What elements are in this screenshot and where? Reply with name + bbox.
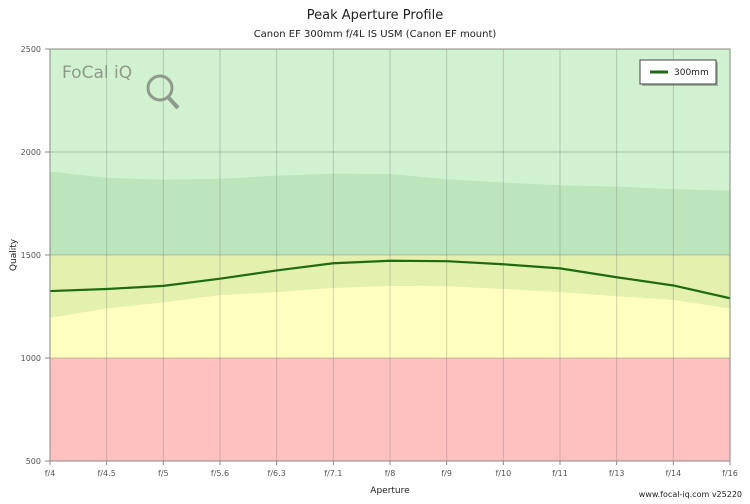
x-tick-label: f/8 [385, 469, 396, 478]
x-tick-label: f/4.5 [98, 469, 116, 478]
focal-logo-text: FoCal iQ [62, 63, 132, 83]
plot-background [50, 49, 730, 461]
focal-iq-logo: FoCal iQ [62, 63, 180, 110]
footer-credit: www.focal-iq.com v25220 [639, 490, 742, 499]
quality-zone-0 [50, 358, 730, 461]
y-tick-label: 2000 [21, 148, 41, 157]
x-tick-label: f/10 [495, 469, 511, 478]
quality-range-band [50, 171, 730, 318]
chart-subtitle: Canon EF 300mm f/4L IS USM (Canon EF mou… [254, 29, 497, 40]
chart-title: Peak Aperture Profile [307, 8, 443, 23]
x-tick-label: f/11 [552, 469, 568, 478]
x-tick-labels: f/4 f/4.5 f/5 f/5.6 f/6.3 f/7.1 f/8 f/9 f/10 f/11… [45, 461, 738, 478]
x-axis-label: Aperture [370, 486, 410, 496]
x-tick-label: f/13 [609, 469, 625, 478]
legend-series-label: 300mm [674, 68, 709, 78]
y-tick-label: 2500 [21, 45, 41, 54]
x-tick-label: f/16 [722, 469, 738, 478]
legend: 300mm [639, 59, 718, 86]
x-tick-label: f/14 [665, 469, 681, 478]
x-tick-label: f/5 [158, 469, 169, 478]
y-tick-labels: 500 1000 1500 2000 2500 [21, 45, 50, 466]
x-tick-label: f/4 [45, 469, 56, 478]
x-tick-label: f/5.6 [211, 469, 229, 478]
x-tick-label: f/9 [441, 469, 452, 478]
y-tick-label: 1000 [21, 354, 41, 363]
quality-zone-1 [50, 255, 730, 358]
series-line-0 [49, 259, 731, 300]
y-tick-label: 500 [26, 457, 41, 466]
x-tick-label: f/6.3 [268, 469, 286, 478]
quality-band [50, 171, 730, 318]
logo-lens-icon [146, 74, 174, 102]
series-layer [49, 259, 731, 300]
y-tick-label: 1500 [21, 251, 41, 260]
y-axis-label: Quality [9, 238, 19, 271]
quality-zone-2 [50, 49, 730, 255]
logo-handle-icon [166, 95, 180, 110]
x-tick-label: f/7.1 [324, 469, 342, 478]
